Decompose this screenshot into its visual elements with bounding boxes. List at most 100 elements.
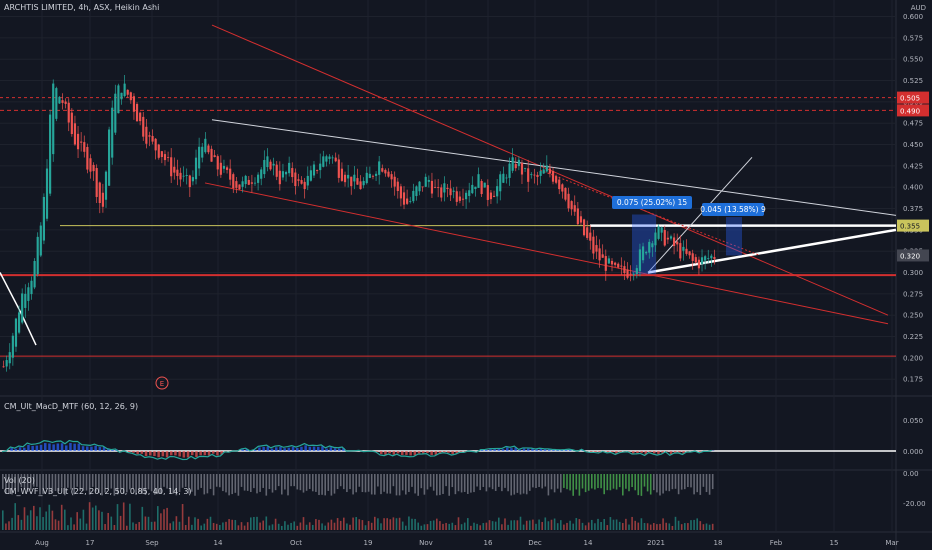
- candle-body: [328, 156, 331, 159]
- wvf-bar: [48, 474, 51, 495]
- macd-histogram-bar: [539, 448, 543, 451]
- volume-bar: [153, 521, 156, 530]
- volume-bar: [504, 518, 506, 530]
- wvf-bar: [591, 474, 593, 489]
- candle-body: [284, 171, 288, 175]
- macd-histogram-bar: [510, 448, 513, 451]
- wvf-bar: [181, 474, 184, 488]
- volume-bar: [150, 521, 153, 530]
- candle-body: [92, 164, 95, 172]
- volume-bar: [538, 519, 540, 530]
- candle-body: [64, 101, 67, 104]
- candle-body: [368, 173, 371, 178]
- volume-indicator-label[interactable]: Vol (20): [4, 476, 35, 485]
- volume-bar: [519, 516, 522, 530]
- x-tick-label: 19: [364, 539, 373, 547]
- x-tick-label: Mar: [885, 539, 898, 547]
- volume-bar: [640, 518, 643, 530]
- volume-bar: [8, 521, 10, 530]
- volume-bar: [305, 524, 308, 530]
- candle-body: [635, 268, 638, 275]
- macd-histogram-bar: [52, 444, 55, 451]
- wvf-bar: [578, 474, 581, 496]
- candle-body: [207, 145, 210, 153]
- candle-body: [390, 174, 393, 180]
- volume-bar: [209, 516, 212, 530]
- macd-histogram-bar: [77, 443, 81, 451]
- candle-body: [676, 241, 679, 245]
- volume-bar: [228, 519, 230, 530]
- volume-bar: [277, 523, 280, 530]
- macd-histogram-bar: [165, 451, 169, 458]
- currency-label: AUD: [910, 4, 926, 12]
- volume-bar: [253, 516, 255, 530]
- wvf-bar: [529, 474, 531, 491]
- wvf-bar: [501, 474, 503, 492]
- candle-body: [219, 162, 222, 175]
- macd-histogram-bar: [186, 451, 190, 458]
- wvf-bar: [60, 474, 63, 488]
- price-label-box: [897, 104, 929, 117]
- candle-body: [542, 169, 545, 174]
- candle-body: [123, 83, 126, 97]
- volume-bar: [680, 524, 683, 530]
- macd-histogram-bar: [98, 446, 102, 451]
- candle-body: [139, 112, 142, 122]
- volume-bar: [411, 518, 413, 530]
- wvf-bar: [256, 474, 258, 494]
- candle-body: [8, 352, 11, 364]
- wvf-bar: [392, 474, 395, 487]
- volume-bar: [696, 518, 698, 530]
- macd-histogram-bar: [585, 451, 589, 452]
- wvf-bar: [606, 474, 609, 491]
- wvf-bar: [132, 474, 134, 489]
- volume-bar: [349, 524, 351, 530]
- volume-bar: [144, 516, 147, 530]
- macd-histogram-bar: [81, 446, 85, 451]
- macd-histogram-bar: [413, 451, 417, 456]
- wvf-bar: [566, 474, 568, 490]
- volume-bar: [194, 517, 196, 530]
- wvf-bar: [674, 474, 677, 489]
- macd-histogram-bar: [501, 449, 505, 451]
- candle-body: [17, 312, 21, 333]
- candle-body: [253, 182, 257, 184]
- wvf-bar: [302, 474, 305, 493]
- volume-bar: [556, 523, 559, 530]
- wvf-bar: [20, 474, 23, 488]
- volume-bar: [374, 516, 376, 530]
- volume-bar: [290, 522, 292, 530]
- candle-body: [710, 255, 713, 259]
- candle-body: [657, 226, 660, 239]
- candle-body: [480, 181, 483, 195]
- candle-body: [160, 151, 163, 158]
- candle-body: [319, 163, 322, 171]
- volume-bar: [507, 524, 509, 530]
- wvf-bar: [467, 474, 469, 494]
- candle-body: [694, 257, 697, 263]
- candle-body: [514, 164, 517, 169]
- macd-histogram-bar: [10, 447, 13, 451]
- wvf-bar: [525, 474, 528, 495]
- wvf-bar: [281, 474, 283, 495]
- volume-bar: [107, 512, 109, 530]
- volume-bar: [529, 520, 531, 530]
- candle-body: [632, 273, 635, 275]
- candle-body: [623, 266, 626, 274]
- candle-body: [170, 157, 173, 177]
- wvf-bar: [600, 474, 602, 489]
- macd-histogram-bar: [296, 447, 299, 451]
- volume-bar: [222, 522, 224, 530]
- volume-bar: [336, 518, 339, 530]
- wvf-indicator-label[interactable]: CM_WVF_V3_Ult (22, 20, 2, 50, 0.85, 40, …: [4, 487, 192, 496]
- candle-body: [452, 190, 455, 192]
- macd-tick-label: 0.000: [903, 448, 923, 456]
- macd-histogram-bar: [489, 449, 492, 451]
- candle-body: [576, 208, 579, 225]
- wvf-bar: [95, 474, 97, 492]
- volume-bar: [370, 522, 373, 530]
- measure-label-box: [702, 203, 764, 216]
- price-label-box: [897, 91, 929, 104]
- macd-indicator-label[interactable]: CM_Ult_MacD_MTF (60, 12, 26, 9): [4, 402, 139, 411]
